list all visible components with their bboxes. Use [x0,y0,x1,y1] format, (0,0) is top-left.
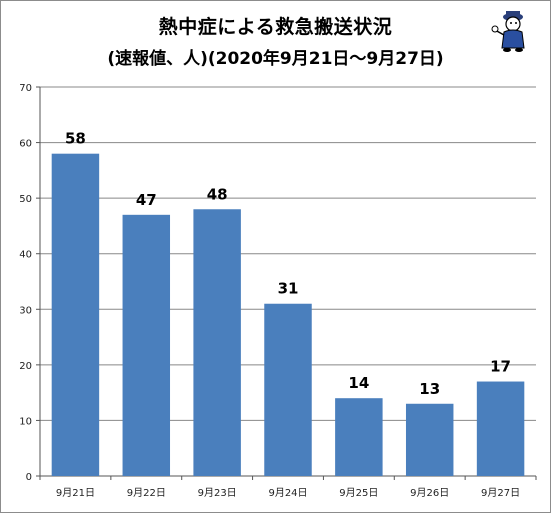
y-tick-label: 50 [19,194,32,205]
bar [405,403,454,476]
y-tick-label: 20 [19,361,32,372]
x-tick-label: 9月27日 [481,487,520,499]
data-label: 47 [136,191,157,209]
bar [264,303,312,476]
mascot-character-icon [490,8,532,58]
y-tick-label: 60 [19,139,32,150]
y-tick-label: 0 [26,472,32,483]
bar [476,381,525,476]
chart-subtitle: (速報値、人)(2020年9月21日～9月27日) [107,49,444,69]
data-label: 48 [207,185,228,203]
y-tick-label: 10 [19,416,32,427]
x-tick-label: 9月22日 [127,487,166,499]
y-tick-label: 40 [19,250,32,261]
data-label: 58 [65,130,86,148]
data-label: 17 [490,358,511,376]
x-tick-label: 9月21日 [56,487,95,499]
data-label: 14 [348,374,369,392]
chart-title: 熱中症による救急搬送状況 [158,16,393,38]
x-tick-label: 9月24日 [268,487,307,499]
bar [335,398,383,476]
bar [193,209,241,476]
y-tick-label: 70 [19,83,32,94]
x-tick-label: 9月25日 [339,487,378,499]
bar [122,214,171,477]
x-tick-label: 9月26日 [410,487,449,499]
bar [51,153,100,476]
data-label: 13 [419,380,440,398]
y-tick-label: 30 [19,305,32,316]
data-label: 31 [278,280,299,298]
x-tick-label: 9月23日 [198,487,237,499]
